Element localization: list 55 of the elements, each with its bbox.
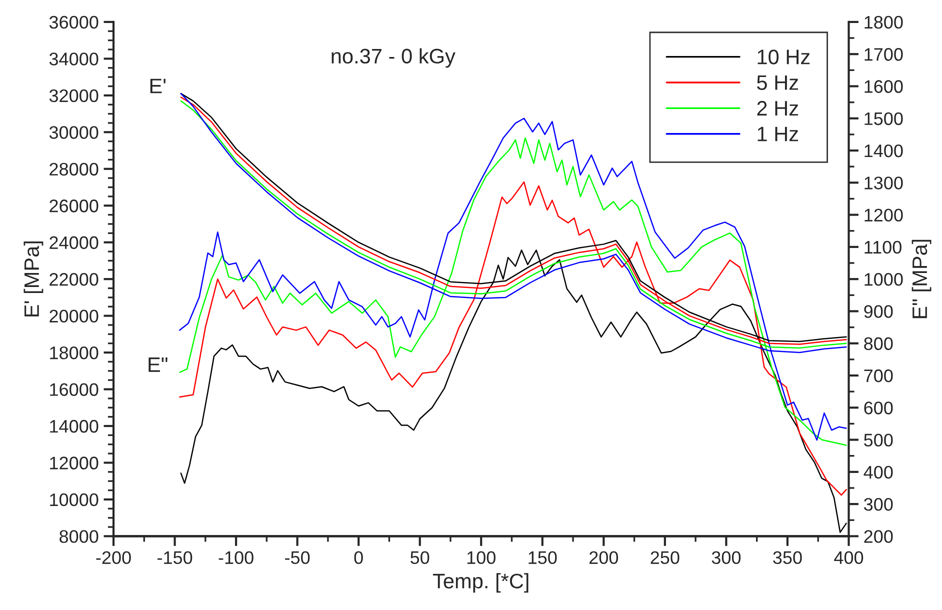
- y-tick-label: 36000: [49, 16, 98, 29]
- x-tick-label: 150: [528, 551, 557, 564]
- y2-tick-label: 1100: [864, 240, 902, 254]
- y-tick-label: 18000: [50, 346, 98, 360]
- x-tick-label: -50: [285, 551, 310, 564]
- annotation: E': [150, 78, 166, 94]
- y-axis-title: E' [MPa]: [24, 242, 44, 316]
- y-tick-label: 28000: [50, 162, 98, 176]
- y-tick-label: 10000: [50, 493, 98, 506]
- legend-label: 2 Hz: [757, 100, 798, 116]
- legend-label: 1 Hz: [758, 126, 798, 142]
- x-tick-label: 100: [467, 551, 496, 564]
- y2-tick-label: 400: [864, 466, 893, 479]
- y2-tick-label: 1400: [864, 144, 903, 158]
- y2-tick-label: 200: [864, 530, 893, 543]
- x-tick-label: 400: [834, 551, 864, 564]
- y2-axis-title: E" [MPa]: [912, 240, 932, 318]
- y2-tick-label: 1800: [864, 16, 903, 29]
- y-tick-label: 32000: [49, 89, 98, 102]
- legend-label: 10 Hz: [758, 50, 810, 64]
- y-tick-label: 12000: [50, 456, 98, 470]
- y2-tick-label: 900: [864, 305, 893, 318]
- y-tick-label: 16000: [50, 383, 98, 396]
- y-tick-label: 22000: [50, 273, 98, 286]
- y2-tick-label: 300: [864, 498, 893, 511]
- y-tick-label: 34000: [49, 52, 98, 66]
- legend-label: 5 Hz: [757, 75, 798, 90]
- x-tick-label: 50: [410, 551, 430, 564]
- x-axis-title: Temp. [*C]: [432, 573, 528, 593]
- y2-tick-label: 1000: [864, 273, 903, 286]
- y-tick-label: 24000: [50, 236, 98, 250]
- y2-tick-label: 500: [864, 434, 893, 446]
- x-tick-label: 350: [773, 551, 802, 564]
- y2-tick-label: 600: [864, 402, 893, 414]
- y2-tick-label: 1600: [864, 80, 903, 93]
- y2-tick-label: 1300: [864, 176, 903, 190]
- y2-tick-label: 1500: [864, 112, 903, 126]
- y-tick-label: 26000: [50, 200, 98, 212]
- x-tick-label: -100: [218, 551, 254, 564]
- y2-tick-label: 700: [864, 369, 893, 382]
- y2-tick-label: 1700: [864, 48, 903, 61]
- x-tick-label: -200: [96, 551, 131, 564]
- x-tick-label: 200: [590, 551, 618, 564]
- x-tick-label: 0: [354, 551, 363, 564]
- annotation: E": [148, 358, 168, 372]
- y-tick-label: 8000: [60, 530, 98, 543]
- y2-tick-label: 1200: [864, 208, 903, 222]
- y-tick-label: 30000: [49, 126, 98, 139]
- x-tick-label: -150: [158, 551, 192, 564]
- x-tick-label: 300: [712, 551, 741, 564]
- text: no.37 - 0 kGy: [332, 48, 456, 68]
- x-tick-label: 250: [650, 551, 680, 564]
- y2-tick-label: 800: [864, 337, 893, 350]
- y-tick-label: 20000: [50, 310, 98, 323]
- y-tick-label: 14000: [50, 420, 98, 433]
